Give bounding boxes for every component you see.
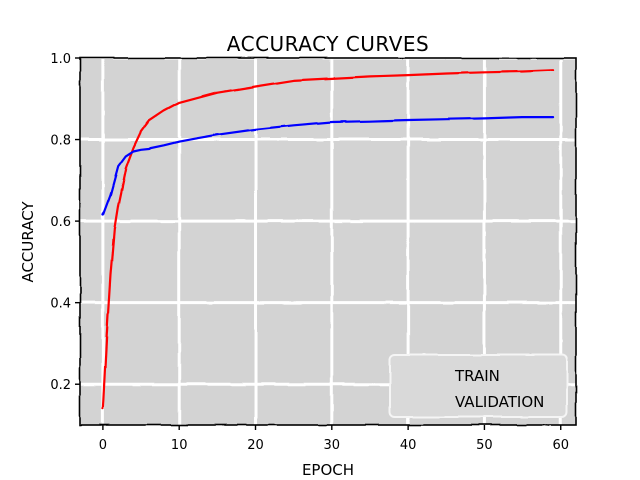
grid-lines [80,56,576,425]
y-tick-label: 0.8 [50,134,71,149]
series-line-train [101,69,555,410]
x-axis-ticks: 0 10 20 30 40 50 60 [99,425,569,453]
x-tick-label: 20 [247,438,264,453]
legend-label-validation: Validation [455,393,544,411]
y-axis-ticks: 0.2 0.4 0.6 0.8 1.0 [50,52,80,393]
x-tick-label: 10 [171,438,188,453]
legend: Train Validation [389,354,568,418]
x-tick-label: 0 [99,438,107,453]
y-tick-label: 0.4 [50,297,71,312]
x-axis-label: Epoch [302,461,354,479]
chart-title: Accuracy Curves [227,32,429,56]
y-tick-label: 0.2 [50,378,71,393]
x-tick-label: 30 [324,438,341,453]
y-tick-label: 1.0 [50,52,71,67]
y-tick-label: 0.6 [50,215,71,230]
legend-label-train: Train [454,367,500,385]
y-axis-label: Accuracy [19,201,37,283]
x-tick-label: 60 [552,438,569,453]
x-tick-label: 40 [400,438,417,453]
x-tick-label: 50 [476,438,493,453]
series-line-validation [101,116,555,217]
plot-frame [79,57,577,426]
series-lines [101,69,555,410]
